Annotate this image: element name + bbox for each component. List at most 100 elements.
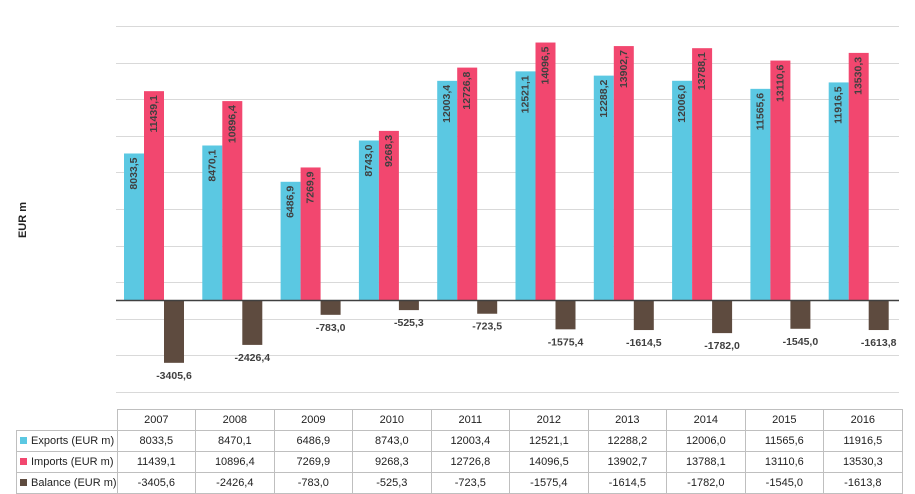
data-label: 13902,7 [618,50,630,88]
data-table-year: 2013 [587,409,668,431]
data-label: -1545,0 [783,336,819,348]
table-cell: 10896,4 [195,451,275,473]
data-label: 11439,1 [148,95,160,133]
data-label: -1575,4 [548,336,584,348]
bar-imports-2008 [222,101,243,301]
legend-key-icon [20,458,27,465]
data-label: 8033,5 [128,157,140,189]
bar-imports-2016 [848,52,869,301]
data-label: 12288,2 [598,79,610,117]
data-label: 13788,1 [696,52,708,90]
table-cell: -2426,4 [195,472,275,494]
table-cell: 11565,6 [744,430,825,452]
data-table-year: 2016 [823,409,903,431]
table-cell: 12521,1 [509,430,589,452]
table-cell: -1782,0 [666,472,746,494]
bar-exports-2008 [202,145,223,301]
table-cell: 8470,1 [195,430,275,452]
table-cell: 12288,2 [587,430,668,452]
table-cell: 13110,6 [744,451,825,473]
bar-exports-2014 [672,80,693,301]
table-cell: -1613,8 [823,472,903,494]
data-table-year: 2011 [430,409,511,431]
data-label: 8470,1 [206,149,218,181]
data-table-year: 2007 [116,409,197,431]
table-cell: 8033,5 [116,430,197,452]
table-cell: -1575,4 [509,472,589,494]
bar-exports-2007 [124,153,144,301]
table-cell: -723,5 [430,472,511,494]
data-label: 12003,4 [441,85,453,123]
series-name: Imports (EUR m) [16,451,118,473]
legend-key-icon [20,479,27,486]
data-label: 10896,4 [226,105,238,143]
data-table-year: 2010 [352,409,432,431]
table-cell: 12006,0 [666,430,746,452]
data-label: -1782,0 [704,340,740,352]
table-row: Exports (EUR m) 8033,5 8470,1 6486,9 8743,0 1… [16,430,903,452]
bar-imports-2013 [613,46,634,301]
table-cell: 13902,7 [587,451,668,473]
table-cell: 12726,8 [430,451,511,473]
bar-imports-2010 [378,130,399,301]
bar-balance-2012 [555,300,576,330]
bar-balance-2010 [398,300,419,311]
data-table-year: 2015 [744,409,825,431]
table-cell: -3405,6 [116,472,197,494]
bar-exports-2012 [515,71,536,301]
bar-balance-2014 [712,300,733,334]
bar-imports-2011 [457,67,478,301]
bar-exports-2011 [437,80,458,301]
table-row: Balance (EUR m) -3405,6 -2426,4 -783,0 -525,… [16,472,903,494]
table-cell: -1545,0 [744,472,825,494]
chart-plot: 8033,5 11439,1 -3405,6 8470,1 10896,4 -2426,4… [116,26,899,393]
bar-imports-2012 [535,42,556,301]
data-label: -1614,5 [626,337,662,349]
data-label: 12521,1 [520,75,532,113]
table-cell: 8743,0 [352,430,432,452]
bar-imports-2009 [300,167,321,301]
data-label: 7269,9 [305,171,317,203]
table-cell: 6486,9 [273,430,354,452]
bar-balance-2011 [477,300,498,314]
bar-balance-2013 [633,300,654,331]
bar-imports-2007 [144,91,164,301]
data-table-year: 2014 [666,409,746,431]
data-table-year: 2008 [195,409,275,431]
bar-balance-2008 [242,300,263,345]
bar-exports-2015 [750,88,771,301]
series-name: Balance (EUR m) [16,472,118,494]
table-cell: 13788,1 [666,451,746,473]
table-cell: -783,0 [273,472,354,494]
table-cell: 9268,3 [352,451,432,473]
y-axis-label: EUR m [17,201,29,239]
data-label: 12006,0 [676,85,688,123]
data-label: 9268,3 [383,135,395,167]
bar-balance-2009 [320,300,341,315]
bar-exports-2013 [593,75,614,301]
table-cell: -525,3 [352,472,432,494]
y-axis-label-box: EUR m [13,180,33,260]
table-cell: 11439,1 [116,451,197,473]
data-label: -723,5 [472,321,502,333]
bar-imports-2015 [770,60,791,301]
data-label: 11916,5 [833,86,845,124]
data-table-corner [16,409,118,431]
table-cell: 7269,9 [273,451,354,473]
data-label: 12726,8 [461,71,473,109]
data-label: 13530,3 [853,57,865,95]
series-name: Exports (EUR m) [16,430,118,452]
table-cell: 14096,5 [509,451,589,473]
data-label: -2426,4 [234,352,270,364]
bar-exports-2016 [828,82,849,301]
table-cell: 12003,4 [430,430,511,452]
data-label: 6486,9 [285,186,297,218]
data-label: -1613,8 [861,337,897,349]
data-table-year: 2012 [509,409,589,431]
bar-balance-2007 [164,300,184,363]
table-cell: 11916,5 [823,430,903,452]
legend-key-icon [20,437,27,444]
data-label: 13110,6 [774,64,786,102]
data-label: 11565,6 [754,93,766,131]
data-table: 2007 2008 2009 2010 2011 2012 2013 2014 2015 2016… [16,409,903,494]
